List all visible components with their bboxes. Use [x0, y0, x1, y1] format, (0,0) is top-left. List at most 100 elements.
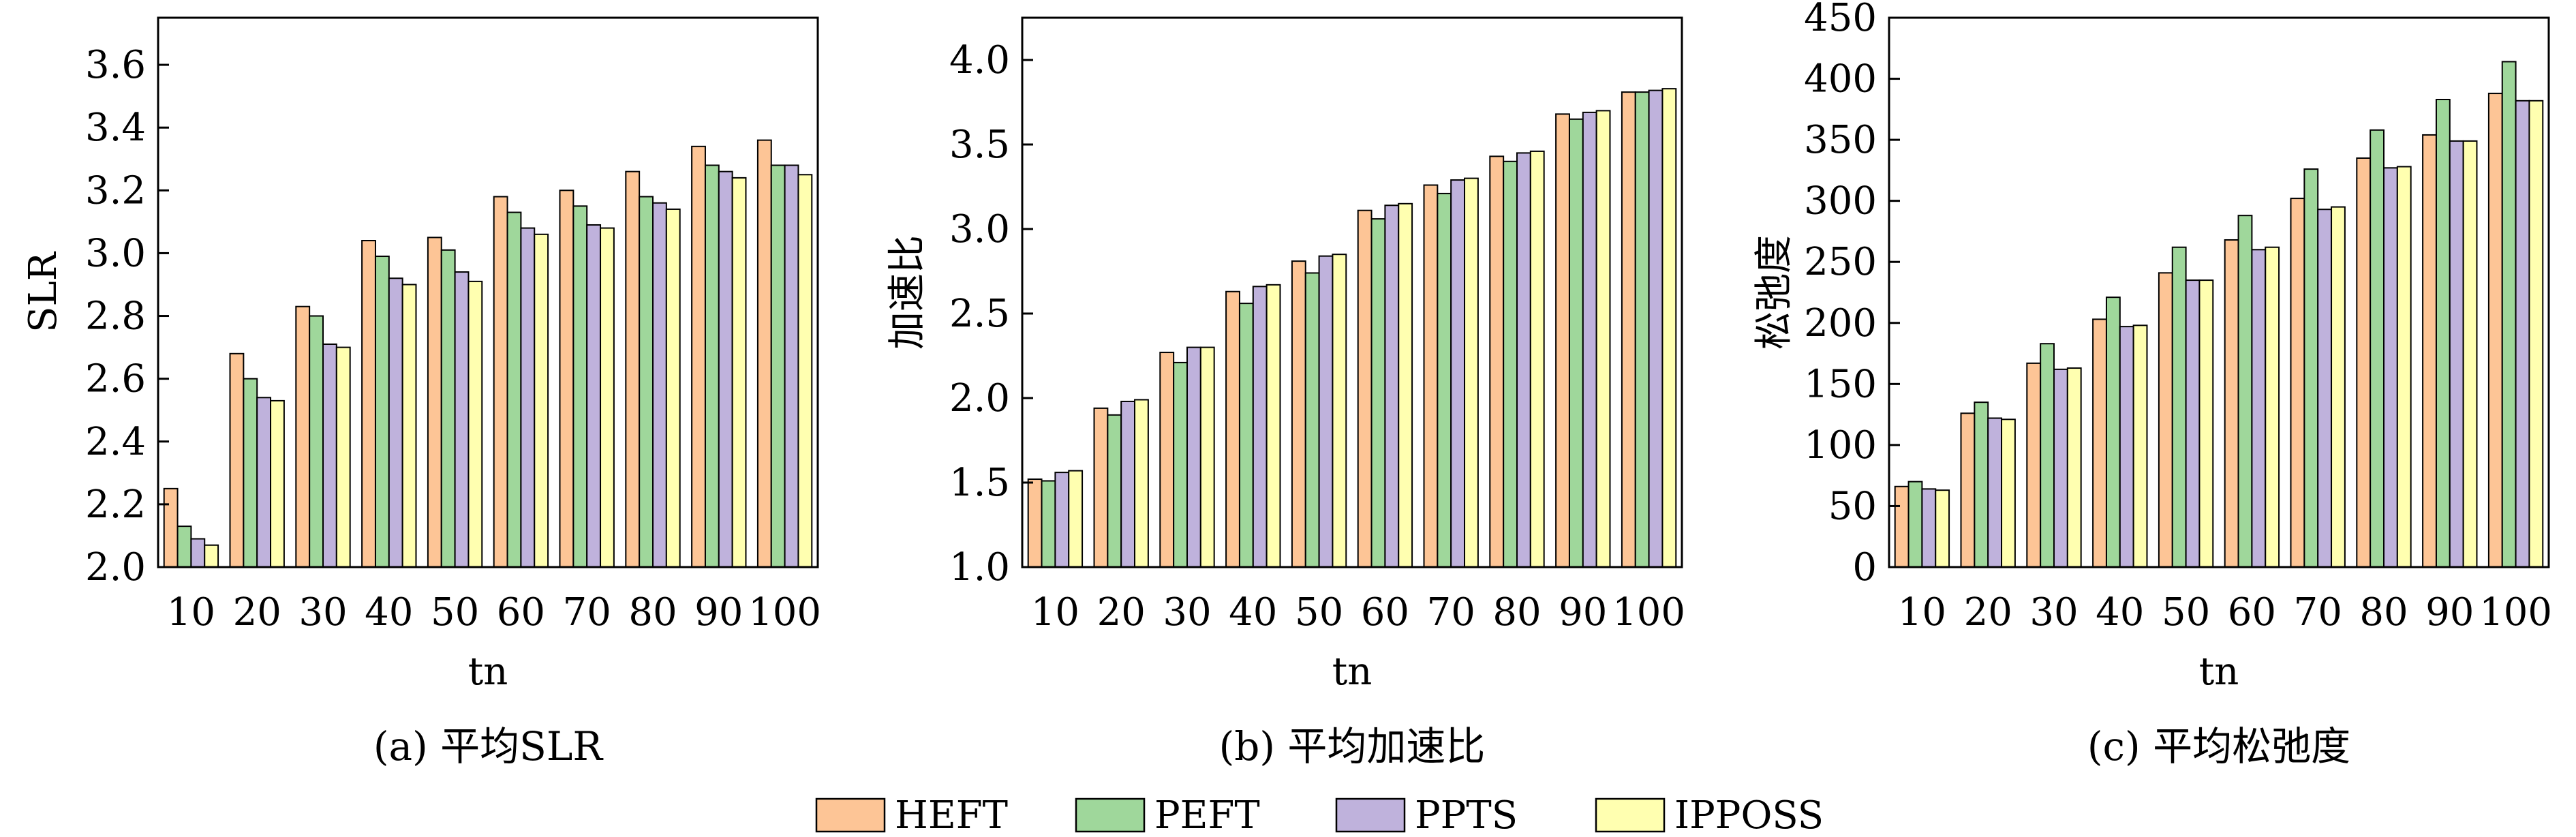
bar-b-peft-50 [1304, 272, 1320, 568]
ytick-label-c: 350 [1804, 118, 1877, 162]
bar-b-ipposs-40 [1266, 284, 1281, 568]
bar-c-peft-80 [2370, 129, 2385, 568]
bar-c-ipposs-10 [1935, 489, 1950, 568]
bar-b-ppts-80 [1516, 152, 1531, 568]
bar-c-ipposs-60 [2265, 246, 2280, 568]
bar-a-heft-30 [295, 305, 311, 568]
xtick-label-c: 10 [1898, 590, 1946, 635]
bar-a-ipposs-70 [600, 227, 615, 568]
xtick-label-b: 90 [1559, 590, 1607, 635]
legend-label-ppts: PPTS [1415, 793, 1518, 837]
xtick-label-b: 80 [1492, 590, 1541, 635]
bar-c-ipposs-80 [2396, 166, 2412, 568]
bar-a-peft-70 [572, 205, 588, 568]
bar-c-heft-100 [2487, 93, 2503, 568]
legend: HEFT PEFT PPTS IPPOSS [815, 793, 1824, 837]
bar-a-ppts-20 [256, 397, 272, 568]
bar-b-peft-80 [1503, 160, 1518, 568]
ytick-label-b: 3.5 [949, 123, 1010, 167]
ytick-label-a: 2.6 [85, 357, 146, 401]
bar-a-ppts-90 [718, 170, 733, 568]
xtick-label-b: 100 [1612, 590, 1685, 635]
ytick-label-c: 450 [1804, 0, 1877, 40]
ytick-label-a: 3.6 [85, 43, 146, 87]
xtick-label-c: 30 [2029, 590, 2078, 635]
bar-a-ipposs-40 [401, 284, 417, 568]
chart-c: 0 50 100 150 200 250 300 350 400 450 10 20 30 40 50 60 7… [1752, 0, 2552, 770]
bar-a-heft-60 [493, 196, 508, 568]
bar-b-ppts-20 [1120, 400, 1136, 568]
xtick-label-b: 20 [1097, 590, 1146, 635]
bar-a-peft-40 [374, 256, 390, 568]
bar-c-peft-60 [2237, 215, 2253, 568]
plot-frame-a [157, 16, 819, 568]
bar-b-peft-10 [1041, 480, 1056, 568]
bar-c-heft-30 [2026, 362, 2042, 568]
bar-a-heft-90 [691, 145, 706, 568]
bar-c-ppts-80 [2383, 167, 2398, 568]
bar-c-ppts-70 [2317, 209, 2333, 568]
xtick-label-b: 60 [1361, 590, 1409, 635]
ytick-label-c: 0 [1852, 545, 1877, 590]
bar-c-ppts-40 [2119, 326, 2134, 568]
bar-c-heft-10 [1894, 485, 1910, 568]
bar-c-peft-20 [1974, 401, 1989, 568]
ylabel-b: 加速比 [885, 235, 930, 350]
bar-c-peft-10 [1907, 481, 1923, 568]
bar-b-ipposs-100 [1661, 88, 1677, 568]
xtick-label-a: 50 [431, 590, 479, 635]
xtick-label-b: 40 [1229, 590, 1277, 635]
bar-c-ipposs-90 [2462, 140, 2478, 568]
bar-a-heft-40 [361, 240, 376, 568]
bar-b-ppts-90 [1582, 111, 1597, 568]
bar-a-heft-20 [229, 352, 245, 568]
bar-c-ppts-20 [1987, 417, 2003, 568]
legend-swatch-peft [1075, 797, 1146, 833]
bar-a-ipposs-80 [665, 208, 681, 568]
bar-c-ppts-60 [2251, 249, 2267, 568]
bar-b-ppts-50 [1318, 255, 1334, 568]
caption-a: (a) 平均SLR [373, 723, 604, 770]
ytick-label-a: 2.0 [85, 545, 146, 590]
ytick-label-b: 1.0 [949, 545, 1010, 590]
bar-c-peft-90 [2435, 99, 2451, 568]
bar-b-ppts-40 [1252, 286, 1268, 568]
bar-a-ppts-60 [520, 227, 536, 568]
xlabel-a: tn [468, 650, 508, 694]
legend-swatch-iposs [1595, 797, 1666, 833]
bar-a-ppts-80 [652, 202, 667, 568]
bar-a-peft-100 [770, 164, 786, 568]
bar-c-heft-60 [2224, 239, 2239, 568]
ytick-label-c: 200 [1804, 301, 1877, 346]
bar-c-heft-50 [2158, 272, 2173, 568]
bar-b-heft-40 [1225, 290, 1240, 568]
bar-b-heft-50 [1291, 260, 1306, 568]
legend-swatch-heft [815, 797, 886, 833]
bar-a-ipposs-10 [204, 544, 219, 568]
xtick-label-c: 80 [2359, 590, 2408, 635]
ytick-label-b: 3.0 [949, 207, 1010, 252]
bar-a-ipposs-60 [534, 233, 549, 568]
xtick-label-a: 30 [298, 590, 347, 635]
bar-a-ppts-40 [388, 277, 403, 568]
bar-c-peft-100 [2501, 61, 2517, 568]
bar-c-heft-90 [2422, 134, 2437, 568]
chart-a: 2.0 2.2 2.4 2.6 2.8 3.0 3.2 3.4 3.6 10 20 30 40 50 60 7… [21, 16, 821, 770]
bar-b-heft-100 [1621, 91, 1636, 568]
bar-b-ipposs-50 [1332, 254, 1347, 568]
ytick-label-c: 250 [1804, 240, 1877, 284]
caption-b: (b) 平均加速比 [1219, 723, 1486, 770]
xlabel-c: tn [2199, 650, 2239, 694]
bar-a-ppts-30 [322, 343, 337, 568]
bar-a-peft-50 [440, 249, 456, 568]
ylabel-c: 松弛度 [1752, 235, 1796, 350]
charts-group: 2.0 2.2 2.4 2.6 2.8 3.0 3.2 3.4 3.6 10 20 30 40 50 60 7… [21, 0, 2552, 770]
xtick-label-a: 20 [233, 590, 281, 635]
bar-a-ipposs-90 [731, 177, 747, 568]
ytick-label-c: 400 [1804, 57, 1877, 102]
bar-a-peft-20 [243, 378, 258, 568]
bar-c-ppts-10 [1921, 488, 1937, 568]
bar-c-ppts-30 [2053, 368, 2068, 568]
bar-c-heft-70 [2290, 198, 2305, 568]
bar-c-ppts-100 [2515, 100, 2530, 568]
